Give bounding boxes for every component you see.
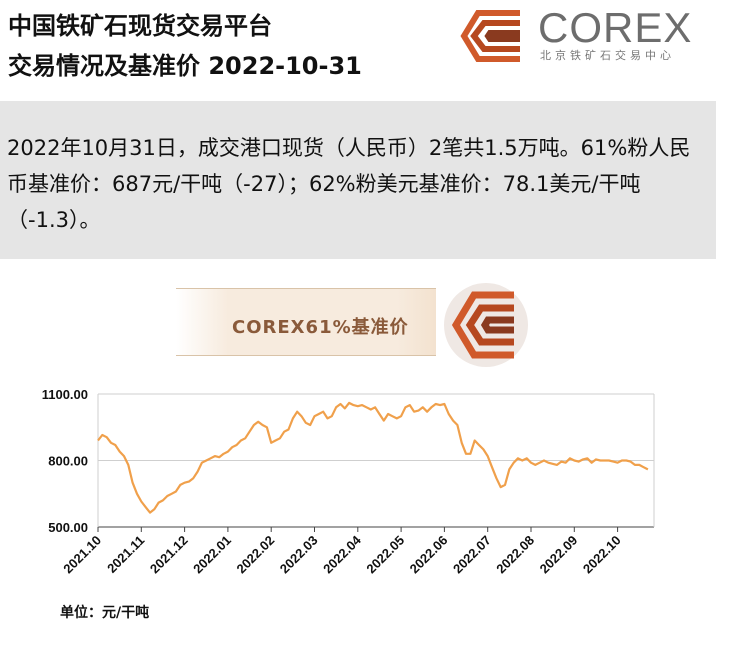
x-tick-label: 2022.05 [363, 533, 407, 577]
series-line [97, 401, 649, 514]
chart-title-banner: COREX61%基准价 [176, 288, 436, 356]
corex-logo-mark-icon [460, 10, 520, 62]
x-tick-label: 2022.01 [190, 533, 234, 577]
title-line-1: 中国铁矿石现货交易平台 [8, 12, 272, 40]
x-tick-label: 2022.09 [537, 533, 581, 577]
x-tick-label: 2021.11 [104, 533, 147, 576]
x-tick-label: 2022.10 [580, 533, 624, 577]
x-tick-label: 2022.07 [450, 533, 494, 577]
summary-panel: 2022年10月31日，成交港口现货（人民币）2笔共1.5万吨。61%粉人民币基… [0, 101, 716, 259]
x-tick-label: 2021.10 [60, 533, 104, 577]
y-tick-label: 800.00 [48, 454, 88, 469]
x-tick-label: 2022.02 [233, 533, 277, 577]
price-line-chart: 500.00 800.00 1100.00 2021.10 2021.11 2021.12… [42, 387, 655, 577]
summary-text: 2022年10月31日，成交港口现货（人民币）2笔共1.5万吨。61%粉人民币基… [7, 136, 691, 232]
x-tick-label: 2022.03 [277, 533, 321, 577]
logo-wordmark: COREX [538, 4, 693, 51]
x-tick-label: 2022.06 [407, 533, 451, 577]
x-tick-label: 2022.04 [320, 532, 364, 576]
title-line-2: 交易情况及基准价 2022-10-31 [8, 52, 362, 80]
logo-subtitle: 北京铁矿石交易中心 [540, 49, 675, 62]
unit-label: 单位：元/干吨 [60, 605, 150, 621]
banner-logo-icon [444, 283, 528, 367]
corex-logo: COREX 北京铁矿石交易中心 [460, 4, 730, 64]
x-tick-label: 2022.08 [493, 533, 537, 577]
x-tick-label: 2021.12 [147, 533, 191, 577]
y-tick-label: 1100.00 [42, 387, 88, 402]
y-tick-label: 500.00 [48, 520, 88, 535]
chart-title: COREX61%基准价 [232, 317, 409, 338]
